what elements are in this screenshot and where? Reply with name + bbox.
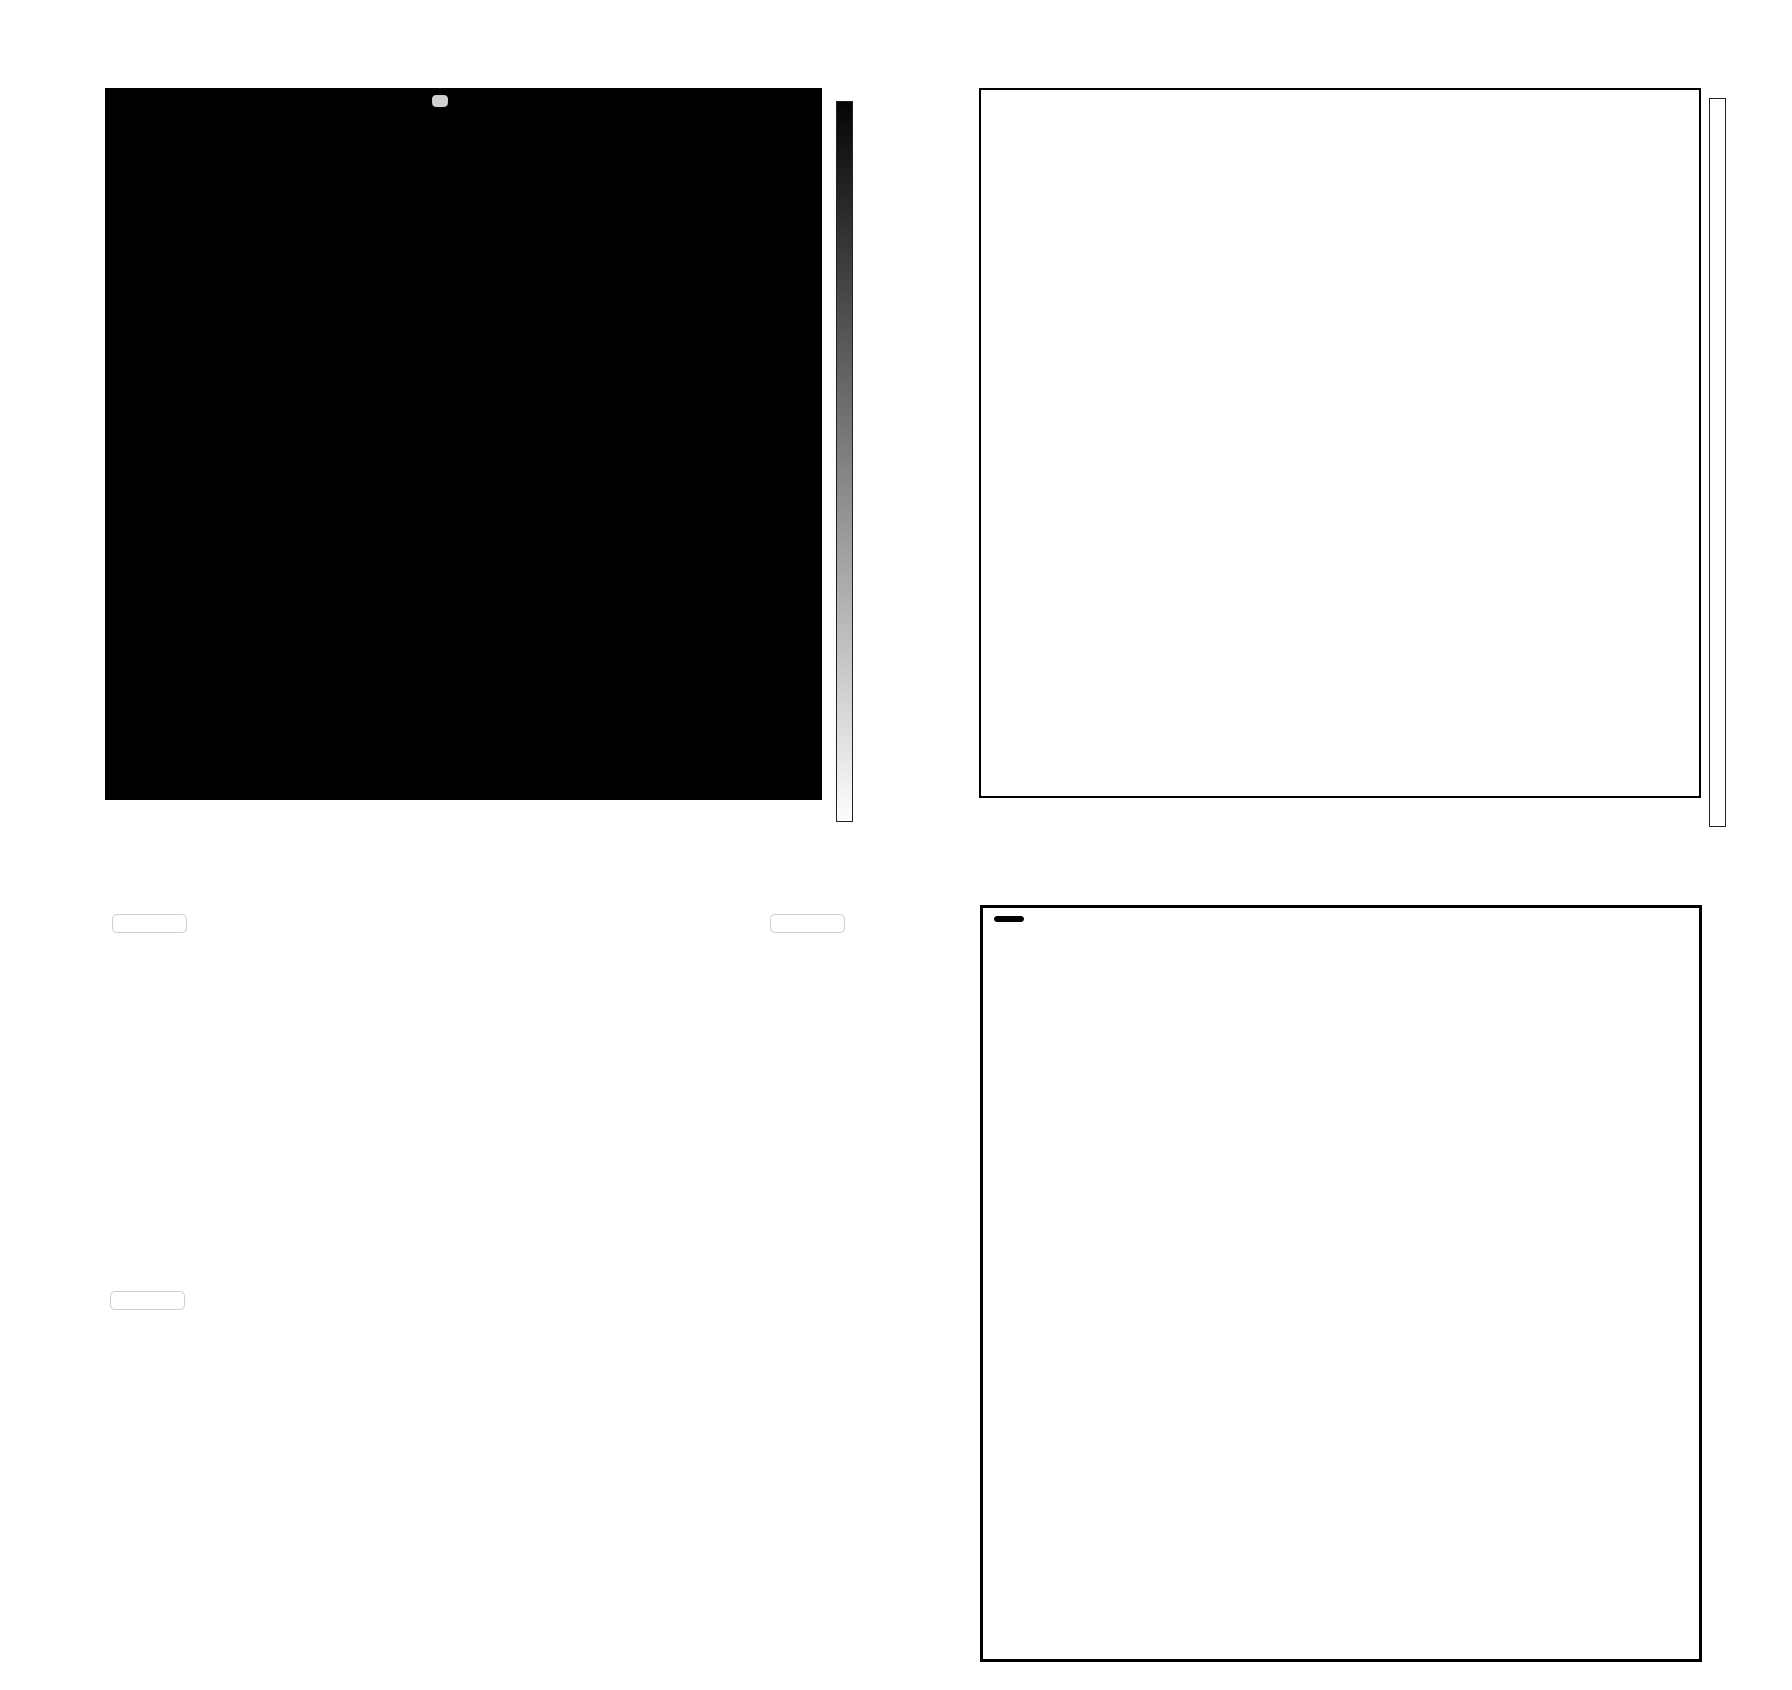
ace-legend [110, 1291, 185, 1310]
awv-colorbar [1709, 98, 1726, 827]
band14-satellite-map [105, 88, 822, 800]
band14-map-legend [432, 95, 448, 107]
ace-legend-swatch [125, 1298, 159, 1303]
pressure-axis-label [919, 1031, 935, 1151]
awv-satellite-map [981, 90, 1699, 796]
band14-colorbar [836, 101, 853, 822]
wind-axis-label [24, 1031, 40, 1151]
ace-axis-label [20, 1411, 36, 1531]
wmg-pixel-map [983, 908, 1699, 1659]
pres-legend [770, 914, 845, 933]
wmg-count-badge [994, 916, 1024, 922]
wmg-panel-frame [980, 905, 1702, 1662]
pres-legend-swatch [785, 921, 819, 926]
wind-legend [112, 914, 187, 933]
wind-legend-swatch [127, 921, 161, 926]
